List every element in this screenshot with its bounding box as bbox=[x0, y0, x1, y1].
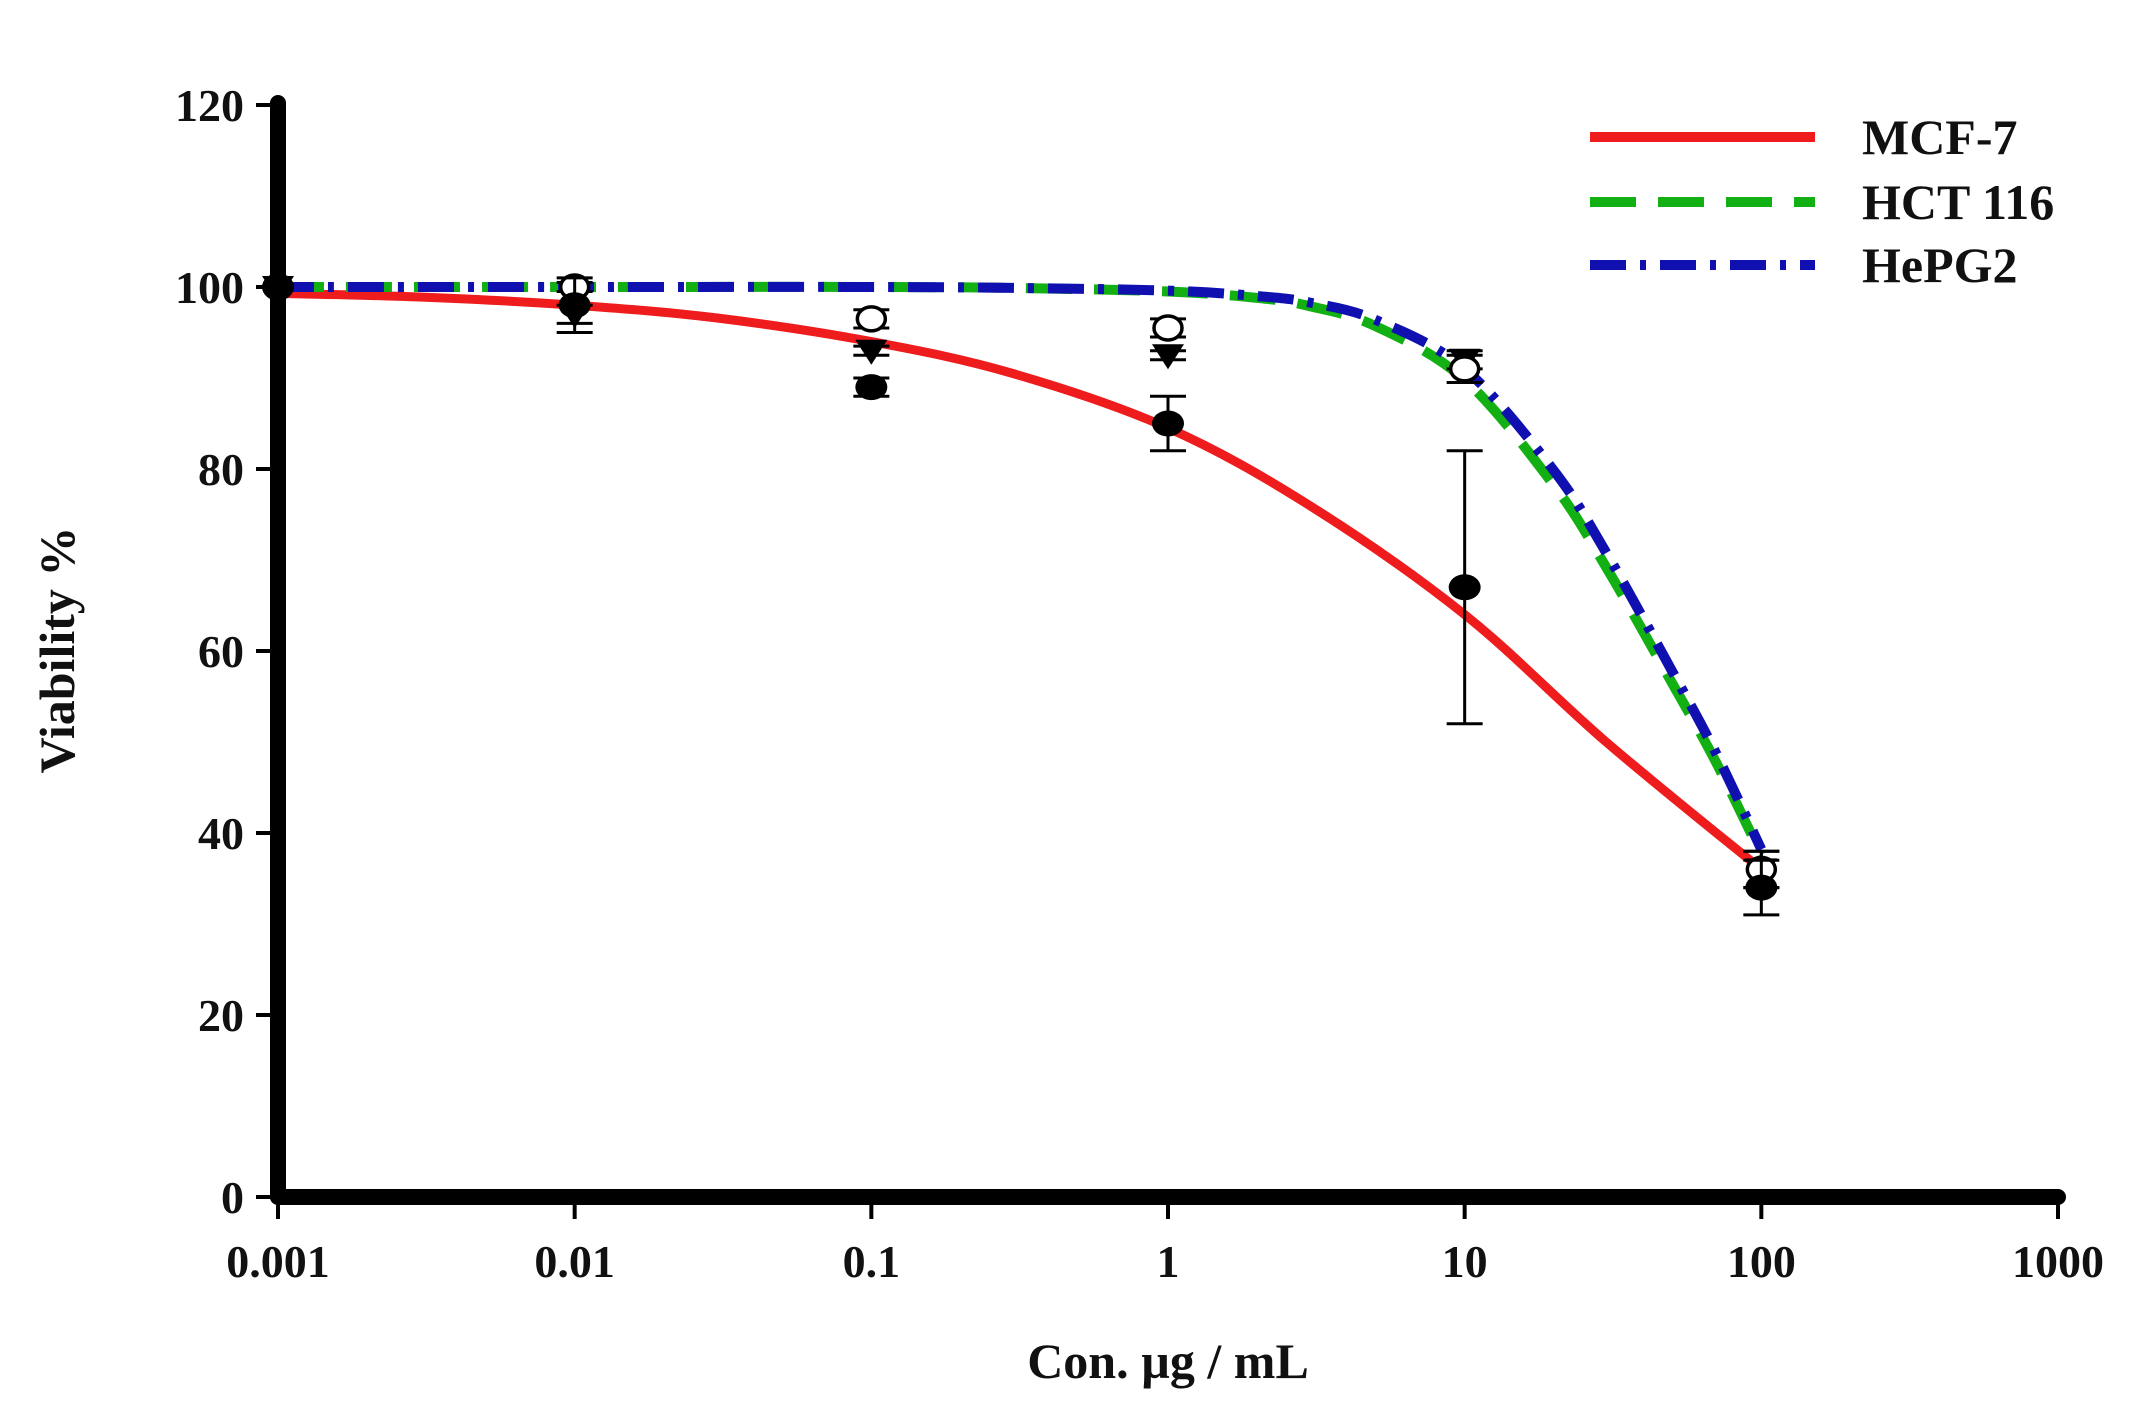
fit-curve-mcf-7 bbox=[277, 288, 1765, 873]
x-tick-label: 0.001 bbox=[226, 1236, 330, 1287]
x-tick-label: 10 bbox=[1442, 1236, 1488, 1287]
data-point-hct-116 bbox=[855, 305, 888, 333]
legend-item-hepg2: HePG2 bbox=[1590, 237, 2018, 293]
x-tick-label: 100 bbox=[1727, 1236, 1796, 1287]
y-tick-label: 60 bbox=[198, 626, 244, 677]
x-tick-label: 1 bbox=[1157, 1236, 1180, 1287]
data-point-mcf-7 bbox=[1448, 574, 1481, 601]
y-tick-label: 100 bbox=[175, 262, 244, 313]
x-tick-label: 0.1 bbox=[843, 1236, 901, 1287]
y-tick-label: 40 bbox=[198, 808, 244, 859]
y-tick-label: 20 bbox=[198, 990, 244, 1041]
data-point-mcf-7 bbox=[558, 292, 591, 319]
y-axis-title: Viability % bbox=[29, 527, 85, 774]
data-point-mcf-7 bbox=[1745, 874, 1778, 901]
y-tick-label: 120 bbox=[175, 80, 244, 131]
data-markers bbox=[262, 273, 1780, 917]
y-tick-label: 80 bbox=[198, 444, 244, 495]
data-point-hepg2 bbox=[1152, 344, 1184, 370]
legend-label: HePG2 bbox=[1862, 237, 2018, 293]
data-point-mcf-7 bbox=[855, 374, 888, 401]
legend-label: HCT 116 bbox=[1862, 174, 2054, 230]
legend-item-mcf-7: MCF-7 bbox=[1590, 109, 2018, 165]
data-point-mcf-7 bbox=[1152, 410, 1184, 437]
x-axis-title: Con. µg / mL bbox=[1027, 1333, 1309, 1389]
legend-label: MCF-7 bbox=[1862, 109, 2018, 165]
legend-item-hct-116: HCT 116 bbox=[1590, 174, 2054, 230]
axes: 0 20 40 60 80 100 120 0.001 0.01 0.1 1 10 100 1000 bbox=[175, 80, 2104, 1287]
legend: MCF-7 HCT 116 HePG2 bbox=[1590, 109, 2054, 293]
data-point-hct-116 bbox=[1448, 355, 1481, 383]
y-tick-label: 0 bbox=[221, 1172, 244, 1223]
fit-curve-hepg2 bbox=[278, 281, 1766, 852]
fit-curves bbox=[277, 281, 1766, 873]
x-tick-label: 1000 bbox=[2012, 1236, 2104, 1287]
x-tick-label: 0.01 bbox=[534, 1236, 615, 1287]
data-point-hct-116 bbox=[1152, 314, 1184, 342]
data-point-hepg2 bbox=[855, 339, 888, 365]
